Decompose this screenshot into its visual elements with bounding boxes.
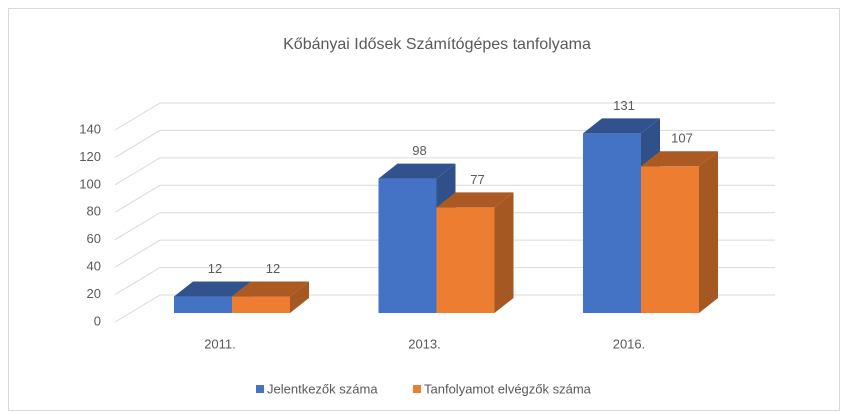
grid-line bbox=[114, 129, 775, 158]
bar-top bbox=[583, 118, 660, 134]
x-tick-label: 2016. bbox=[613, 336, 646, 351]
legend-swatch bbox=[413, 385, 421, 393]
bar-side bbox=[290, 281, 309, 313]
bar bbox=[436, 207, 495, 313]
bar bbox=[232, 296, 290, 313]
grid-line bbox=[114, 267, 775, 296]
bar-top bbox=[232, 281, 309, 297]
chart-title: Kőbányai Idősek Számítógépes tanfolyama bbox=[283, 36, 591, 53]
y-tick-label: 60 bbox=[87, 231, 101, 246]
data-label: 98 bbox=[412, 143, 426, 158]
data-label: 77 bbox=[470, 172, 484, 187]
legend-swatch bbox=[256, 385, 264, 393]
y-tick-label: 120 bbox=[79, 149, 101, 164]
grid-line bbox=[114, 184, 775, 213]
bar bbox=[174, 296, 232, 313]
y-tick-label: 40 bbox=[87, 259, 101, 274]
grid-line bbox=[114, 294, 775, 323]
bar bbox=[641, 166, 699, 313]
bar bbox=[378, 178, 437, 313]
data-label: 12 bbox=[208, 261, 222, 276]
grid-line bbox=[114, 212, 775, 241]
y-tick-label: 140 bbox=[79, 121, 101, 136]
bar-side bbox=[494, 192, 514, 313]
bar-top bbox=[436, 192, 514, 208]
y-tick-label: 20 bbox=[87, 286, 101, 301]
data-label: 131 bbox=[613, 98, 635, 113]
bar-top bbox=[641, 151, 718, 167]
data-label: 107 bbox=[671, 131, 693, 146]
bar bbox=[583, 133, 641, 313]
grid-line bbox=[114, 157, 775, 186]
y-tick-label: 100 bbox=[79, 176, 101, 191]
y-tick-label: 0 bbox=[94, 313, 101, 328]
bar-top bbox=[174, 281, 251, 297]
y-tick-label: 80 bbox=[87, 204, 101, 219]
legend-label: Tanfolyamot elvégzők száma bbox=[424, 381, 592, 396]
grid-line bbox=[114, 102, 775, 131]
data-label: 12 bbox=[266, 261, 280, 276]
bar-side bbox=[699, 151, 718, 313]
x-tick-label: 2011. bbox=[204, 336, 236, 351]
bar-top bbox=[378, 163, 456, 179]
x-tick-label: 2013. bbox=[408, 336, 441, 351]
legend-label: Jelentkezők száma bbox=[267, 381, 378, 396]
grid-line bbox=[114, 239, 775, 268]
